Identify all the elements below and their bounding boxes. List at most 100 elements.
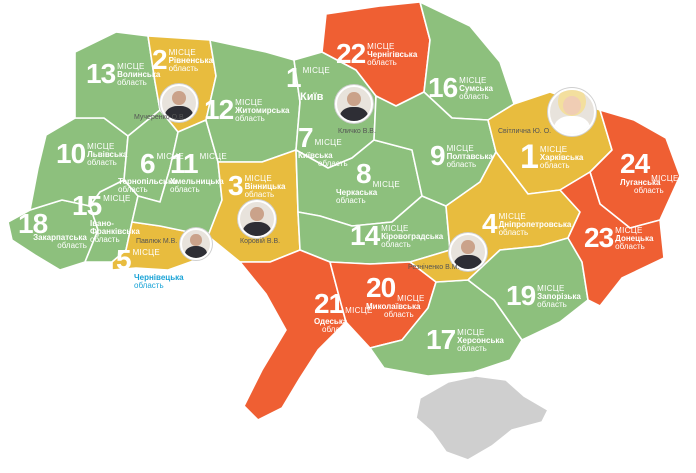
region-name: Львівська	[87, 150, 128, 159]
place-word: МІСЦЕ	[235, 98, 263, 107]
region-name: Запорізька	[537, 292, 581, 301]
label-donetska: 23 МІСЦЕ Донецька область	[584, 224, 653, 252]
region-donetska[interactable]	[559, 171, 665, 307]
place-word: МІСЦЕ	[446, 144, 474, 153]
region-name: Луганська	[620, 178, 661, 187]
rank-number: 9	[430, 140, 446, 171]
place-word: МІСЦЕ	[87, 142, 115, 151]
oblast-word: область	[117, 78, 147, 87]
rank-number: 13	[86, 58, 116, 89]
rank-number: 17	[426, 324, 456, 355]
portrait-photo	[449, 233, 487, 271]
oblast-word: область	[537, 300, 567, 309]
region-name: Херсонська	[457, 336, 504, 345]
place-word: МІСЦЕ	[302, 66, 330, 75]
rank-number: 15	[72, 190, 102, 221]
place-word: МІСЦЕ	[651, 174, 679, 183]
rank-number: 18	[18, 208, 48, 239]
label-mykolaivska: 20 МІСЦЕ Миколаївська область	[366, 274, 425, 319]
place-word: МІСЦЕ	[345, 306, 373, 315]
place-word: МІСЦЕ	[537, 284, 565, 293]
label-vinnytska: 3 МІСЦЕ Вінницька область	[228, 172, 285, 200]
oblast-word: область	[90, 235, 120, 244]
rank-number: 1	[286, 62, 302, 93]
rank-number: 19	[506, 280, 536, 311]
place-word: МІСЦЕ	[367, 42, 395, 51]
region-name: Харківська	[539, 153, 584, 162]
oblast-word: область	[634, 186, 664, 195]
region-name: Чернівецька	[134, 273, 184, 282]
label-kyivska: 7 МІСЦЕ Київська область	[298, 124, 348, 168]
oblast-word: область	[539, 161, 570, 170]
label-rivnenska: 2 МІСЦЕ Рівненська область	[152, 46, 213, 74]
person-name: Світлична Ю. О.	[498, 128, 552, 135]
rank-number: 2	[152, 44, 168, 75]
rank-number: 6	[140, 148, 156, 179]
rank-number: 24	[620, 148, 650, 179]
label-lvivska: 10 МІСЦЕ Львівська область	[56, 140, 127, 168]
place-word: МІСЦЕ	[199, 152, 228, 161]
region-name: Житомирська	[235, 106, 290, 115]
place-word: МІСЦЕ	[314, 138, 342, 147]
region-name: Хмельницька	[170, 177, 224, 186]
oblast-word: область	[87, 158, 117, 167]
portrait-photo	[335, 85, 373, 123]
oblast-word: область	[235, 114, 265, 123]
place-word: МІСЦЕ	[168, 48, 196, 57]
rank-number: 3	[228, 170, 244, 201]
label-ternopilska: 6 МІСЦЕ Тернопільська область	[118, 150, 184, 194]
oblast-word: область	[322, 325, 352, 334]
label-kharkivska: 1 МІСЦЕ Харківська область	[520, 140, 583, 174]
label-zaporizka: 19 МІСЦЕ Запорізька область	[506, 282, 581, 310]
region-name: Чернігівська	[367, 50, 418, 59]
region-name: Миколаївська	[366, 302, 421, 311]
region-crimea	[415, 375, 549, 461]
region-name: Полтавська	[446, 152, 494, 161]
region-odeska[interactable]	[239, 249, 347, 421]
region-name: Волинська	[117, 70, 161, 79]
oblast-word: область	[498, 228, 529, 237]
portrait-photo	[238, 200, 276, 238]
oblast-word: область	[170, 185, 200, 194]
label-sumska: 16 МІСЦЕ Сумська область	[428, 74, 493, 102]
oblast-word: область	[57, 241, 87, 250]
label-luhanska: 24 МІСЦЕ Луганська область	[620, 150, 679, 195]
oblast-word: область	[168, 64, 199, 73]
oblast-word: область	[384, 310, 414, 319]
label-volynska: 13 МІСЦЕ Волинська область	[86, 60, 160, 88]
oblast-word: область	[244, 190, 275, 199]
oblast-word: область	[615, 242, 645, 251]
rank-number: 12	[204, 94, 234, 125]
place-word: МІСЦЕ	[381, 224, 409, 233]
label-poltavska: 9 МІСЦЕ Полтавська область	[430, 142, 493, 170]
label-zhytomyrska: 12 МІСЦЕ Житомирська область	[204, 96, 289, 124]
region-name: Одеська	[314, 317, 348, 326]
portrait-photo	[180, 228, 212, 260]
oblast-word: область	[118, 185, 148, 194]
person-name: Кличко В.В.	[338, 128, 376, 135]
rank-number: 22	[336, 38, 366, 69]
oblast-word: область	[457, 344, 487, 353]
region-name: Сумська	[459, 84, 493, 93]
rank-number: 1	[520, 138, 539, 176]
place-word: МІСЦЕ	[372, 180, 400, 189]
region-name: Вінницька	[244, 182, 286, 191]
region-name: Тернопільська	[118, 177, 177, 186]
region-name: Дніпропетровська	[498, 220, 572, 229]
rank-number: 11	[170, 148, 199, 179]
person-name: Павлюк М.В.	[136, 238, 178, 245]
label-ivano-frankivska: 15 МІСЦЕ Івано-Франківська область	[72, 192, 150, 244]
region-name: Донецька	[615, 234, 654, 243]
label-odeska: 21 МІСЦЕ Одеська область	[314, 290, 373, 334]
rank-number: 23	[584, 222, 614, 253]
place-word: МІСЦЕ	[103, 194, 131, 203]
label-kirovohradska: 14 МІСЦЕ Кіровоградська область	[350, 222, 443, 250]
label-chernivetska: 5 МІСЦЕ Чернівецька область	[116, 246, 184, 290]
oblast-word: область	[367, 58, 397, 67]
region-name: Рівненська	[168, 56, 213, 65]
place-word: МІСЦЕ	[156, 152, 184, 161]
rank-number: 5	[116, 244, 132, 275]
rank-number: 14	[350, 220, 380, 251]
place-word: МІСЦЕ	[459, 76, 487, 85]
region-name: Київська	[298, 151, 333, 160]
